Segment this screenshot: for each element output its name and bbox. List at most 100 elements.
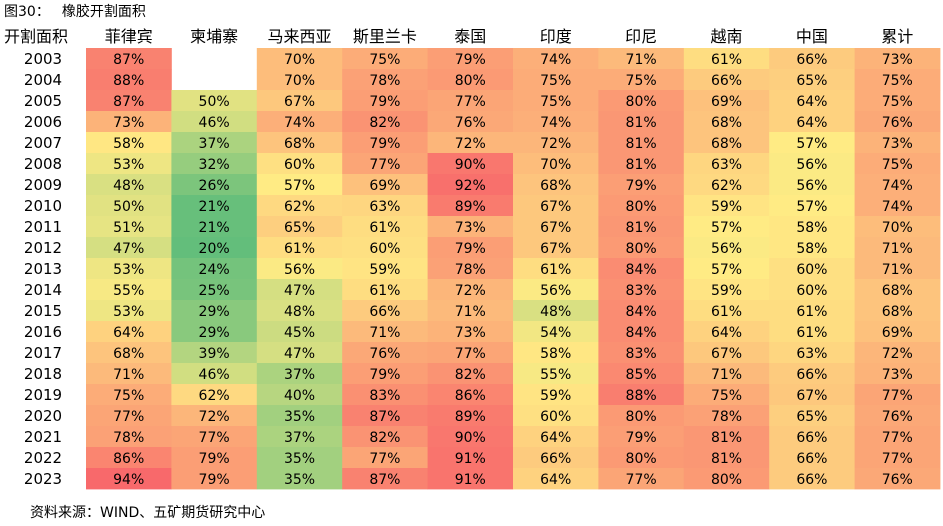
heatmap-cell <box>683 342 770 364</box>
cell-value: 32% <box>199 157 230 173</box>
heatmap-cell <box>513 468 599 490</box>
heatmap-cell <box>256 132 343 154</box>
cell-value: 79% <box>455 52 486 68</box>
cell-value: 81% <box>626 157 657 173</box>
cell-value: 54% <box>540 325 571 341</box>
cell-value: 71% <box>369 325 400 341</box>
heatmap-cell <box>427 48 514 70</box>
heatmap-cell <box>342 237 428 259</box>
heatmap-cell <box>171 111 258 133</box>
heatmap-cell <box>427 342 514 364</box>
cell-value: 60% <box>796 283 827 299</box>
heatmap-cell <box>683 363 770 385</box>
cell-value: 65% <box>796 409 827 425</box>
row-label: 2008 <box>24 155 62 173</box>
cell-value: 75% <box>711 388 742 404</box>
cell-value: 70% <box>882 220 913 236</box>
heatmap-cell <box>769 174 855 196</box>
cell-value: 57% <box>284 178 315 194</box>
heatmap-cell <box>86 132 172 154</box>
cell-value: 67% <box>540 199 571 215</box>
cell-value: 67% <box>540 220 571 236</box>
heatmap-cell <box>598 384 685 406</box>
heatmap-cell <box>769 342 855 364</box>
heatmap-cell <box>683 384 770 406</box>
cell-value: 80% <box>626 199 657 215</box>
heatmap-cell <box>854 216 941 238</box>
column-header: 泰国 <box>454 27 486 46</box>
cell-value: 70% <box>540 157 571 173</box>
cell-value: 87% <box>113 52 144 68</box>
cell-value: 35% <box>284 451 315 467</box>
heatmap-cell <box>256 111 343 133</box>
heatmap-cell <box>854 300 941 322</box>
cell-value: 82% <box>369 115 400 131</box>
cell-value: 77% <box>626 472 657 488</box>
cell-value: 71% <box>882 241 913 257</box>
row-label: 2009 <box>24 176 62 194</box>
heatmap-cell <box>854 111 941 133</box>
cell-value: 68% <box>882 283 913 299</box>
heatmap-cell <box>598 342 685 364</box>
heatmap-cell <box>769 384 855 406</box>
heatmap-cell <box>513 195 599 217</box>
cell-value: 69% <box>369 178 400 194</box>
heatmap-cell <box>342 363 428 385</box>
heatmap-cell <box>171 300 258 322</box>
row-label: 2014 <box>24 281 62 299</box>
cell-value: 64% <box>540 472 571 488</box>
cell-value: 68% <box>882 304 913 320</box>
cell-value: 70% <box>284 52 315 68</box>
heatmap-cell <box>769 216 855 238</box>
heatmap-cell <box>256 195 343 217</box>
cell-value: 47% <box>113 241 144 257</box>
cell-value: 71% <box>882 262 913 278</box>
heatmap-cell <box>769 90 855 112</box>
cell-value: 68% <box>540 178 571 194</box>
cell-value: 75% <box>626 73 657 89</box>
cell-value: 77% <box>369 157 400 173</box>
heatmap-cell <box>86 153 172 175</box>
heatmap-cell <box>86 342 172 364</box>
cell-value: 75% <box>882 157 913 173</box>
cell-value: 80% <box>626 451 657 467</box>
heatmap-cell <box>513 90 599 112</box>
cell-value: 77% <box>369 451 400 467</box>
heatmap-cell <box>342 426 428 448</box>
cell-value: 67% <box>540 241 571 257</box>
row-label: 2004 <box>24 71 62 89</box>
heatmap-cell <box>342 153 428 175</box>
heatmap-cell <box>598 447 685 469</box>
cell-value: 72% <box>199 409 230 425</box>
heatmap-cell <box>256 468 343 490</box>
cell-value: 37% <box>199 136 230 152</box>
figure-label: 图30： <box>4 4 50 20</box>
cell-value: 80% <box>626 241 657 257</box>
heatmap-cell <box>513 426 599 448</box>
heatmap-cell <box>598 321 685 343</box>
heatmap-cell <box>854 237 941 259</box>
heatmap-cell <box>513 48 599 70</box>
heatmap-cell <box>854 132 941 154</box>
cell-value: 65% <box>284 220 315 236</box>
heatmap-cell <box>513 405 599 427</box>
heatmap-cell <box>854 321 941 343</box>
heatmap-chart: 开割面积 菲律宾 柬埔寨 马来西亚 斯里兰卡 泰国 印度 印尼 越南 中国 累计 2003 87% 70%… <box>4 27 941 490</box>
cell-value: 79% <box>199 451 230 467</box>
heatmap-cell <box>854 48 941 70</box>
cell-value: 51% <box>113 220 144 236</box>
cell-value: 77% <box>199 430 230 446</box>
heatmap-cell <box>256 300 343 322</box>
row-label: 2011 <box>24 218 62 236</box>
cell-value: 63% <box>796 346 827 362</box>
heatmap-cell <box>854 447 941 469</box>
cell-value: 45% <box>284 325 315 341</box>
cell-value: 58% <box>796 220 827 236</box>
cell-value: 35% <box>284 472 315 488</box>
heatmap-cell <box>256 426 343 448</box>
column-header: 印尼 <box>625 27 657 46</box>
heatmap-cell <box>171 363 258 385</box>
heatmap-cell <box>342 321 428 343</box>
cell-value: 57% <box>711 262 742 278</box>
cell-value: 53% <box>113 157 144 173</box>
